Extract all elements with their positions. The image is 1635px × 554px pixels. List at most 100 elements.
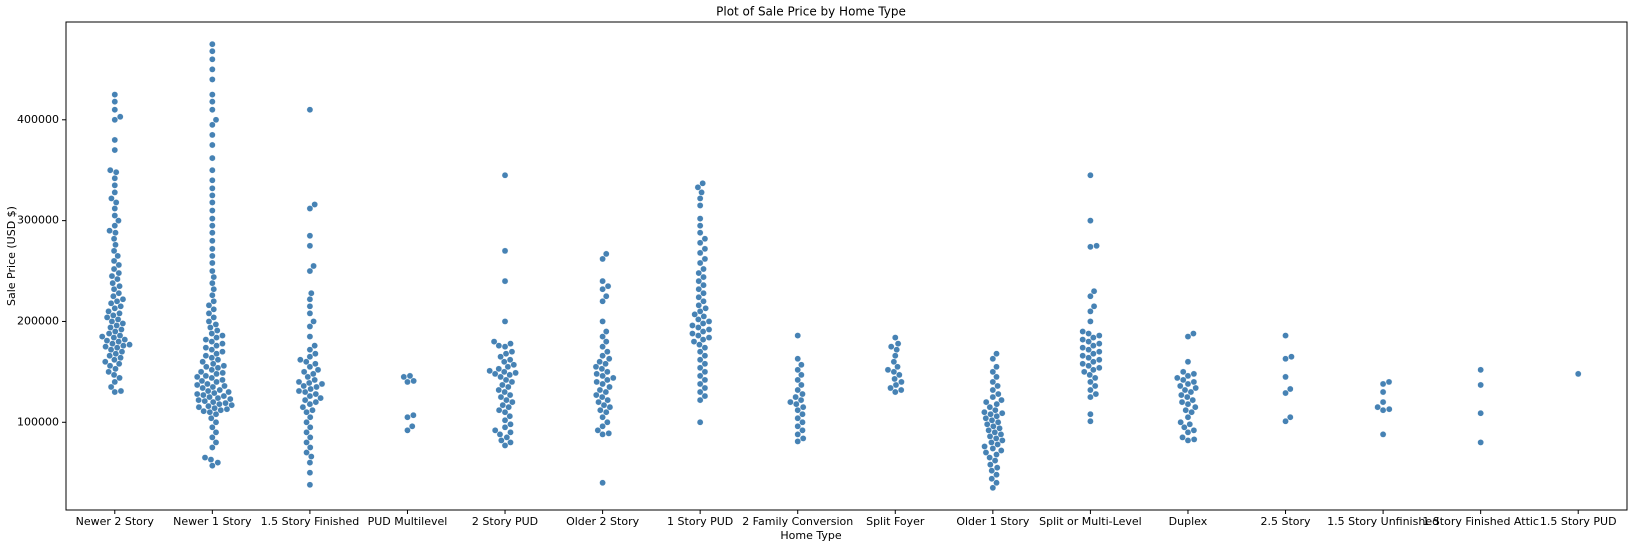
swarm-point (306, 303, 314, 310)
swarm-point (312, 390, 320, 398)
swarm-point (404, 427, 411, 434)
swarm-point (113, 297, 121, 305)
swarm-point (695, 293, 703, 301)
swarm-point (503, 396, 510, 404)
swarm-point (1477, 409, 1484, 417)
swarm-point (106, 227, 113, 235)
swarm-point (491, 427, 499, 434)
swarm-point (595, 398, 602, 406)
swarm-point (1379, 380, 1387, 388)
swarm-point (209, 176, 216, 184)
swarm-point (306, 106, 314, 114)
swarm-point (308, 453, 315, 460)
swarm-point (793, 400, 800, 408)
swarm-point (209, 215, 216, 222)
swarm-point (501, 416, 509, 424)
swarm-point (112, 168, 120, 176)
swarm-point (219, 340, 226, 347)
swarm-point (410, 411, 417, 419)
swarm-point (116, 310, 123, 317)
swarm-point (1095, 356, 1103, 364)
swarm-point (1095, 364, 1103, 372)
swarm-point (410, 377, 417, 385)
swarm-point (993, 400, 1001, 408)
swarm-point (295, 387, 303, 395)
swarm-point (1090, 287, 1098, 295)
swarm-point (1184, 358, 1192, 366)
swarm-point (306, 353, 314, 361)
swarm-point (799, 390, 806, 398)
swarm-point (599, 372, 606, 380)
swarm-point (602, 250, 610, 258)
swarm-point (101, 358, 109, 366)
swarm-point (306, 346, 314, 353)
swarm-point (495, 386, 503, 394)
swarm-point (213, 334, 220, 341)
swarm-point (993, 479, 1000, 487)
swarm-point (406, 372, 414, 380)
swarm-point (209, 98, 216, 105)
swarm-point (209, 434, 216, 441)
swarm-point (197, 368, 205, 376)
y-tick-label: 400000 (17, 113, 59, 126)
swarm-point (1085, 354, 1092, 362)
swarm-point (986, 454, 993, 461)
swarm-point (1087, 417, 1094, 425)
swarm-point (209, 121, 216, 129)
swarm-point (696, 222, 704, 229)
swarm-point (1079, 344, 1086, 351)
swarm-point (994, 418, 1002, 426)
swarm-point (1192, 384, 1199, 392)
swarm-point (794, 414, 802, 422)
swarm-point (212, 439, 220, 446)
swarm-point (689, 330, 696, 337)
swarm-point (111, 222, 119, 229)
swarm-point (598, 365, 606, 373)
swarm-point (193, 373, 201, 381)
swarm-point (1184, 429, 1192, 436)
swarm-point (111, 136, 119, 144)
swarm-point (604, 376, 611, 384)
swarm-point (696, 229, 704, 237)
swarm-point (1177, 418, 1184, 426)
swarm-point (306, 392, 314, 400)
swarm-point (209, 444, 216, 451)
swarm-point (306, 205, 314, 212)
swarm-point (787, 398, 794, 406)
swarm-point (989, 378, 997, 386)
swarm-point (400, 373, 408, 381)
y-tick-label: 300000 (17, 214, 59, 227)
swarm-point (311, 201, 318, 208)
swarm-point (792, 393, 799, 401)
swarm-point (897, 386, 905, 394)
swarm-point (105, 330, 113, 337)
swarm-point (209, 259, 216, 267)
swarm-point (508, 348, 516, 356)
swarm-point (1178, 398, 1186, 406)
swarm-point (115, 289, 123, 297)
swarm-point (106, 362, 114, 370)
swarm-point (602, 328, 610, 335)
swarm-point (115, 261, 123, 269)
swarm-point (600, 401, 608, 409)
swarm-point (1086, 371, 1094, 379)
swarm-point (209, 40, 216, 48)
swarm-point (896, 371, 903, 379)
swarm-point (110, 257, 118, 265)
swarm-point (306, 323, 314, 330)
swarm-point (205, 402, 212, 410)
swarm-point (209, 131, 216, 139)
swarm-point (1087, 378, 1094, 386)
swarm-point (114, 275, 121, 283)
swarm-point (300, 382, 308, 390)
swarm-point (891, 352, 899, 360)
swarm-point (303, 408, 310, 416)
swarm-point (507, 439, 514, 446)
swarm-point (890, 368, 898, 376)
swarm-point (993, 373, 1000, 381)
swarm-point (504, 383, 512, 391)
swarm-point (606, 383, 613, 391)
swarm-point (106, 166, 114, 174)
swarm-point (208, 354, 216, 362)
